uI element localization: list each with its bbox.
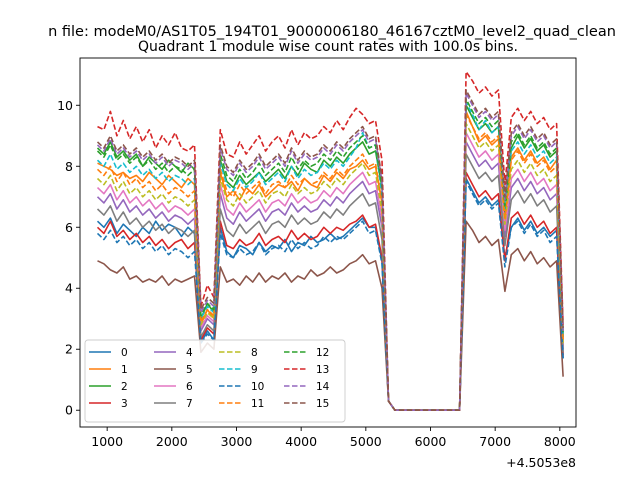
y-tick-label: 8 <box>65 159 73 174</box>
y-tick-label: 6 <box>65 220 73 235</box>
legend-label-2: 2 <box>121 381 128 393</box>
series-line-11 <box>96 113 564 412</box>
series-line-8 <box>96 122 564 412</box>
x-tick-label: 5000 <box>350 434 382 449</box>
legend-label-3: 3 <box>121 398 128 410</box>
x-tick-label: 2000 <box>156 434 188 449</box>
y-tick-label: 10 <box>57 98 73 113</box>
chart-title: Quadrant 1 module wise count rates with … <box>138 39 518 55</box>
legend-label-13: 13 <box>316 364 329 376</box>
series-line-6 <box>96 131 564 412</box>
legend-label-0: 0 <box>121 347 128 359</box>
legend-label-8: 8 <box>251 347 258 359</box>
legend-label-1: 1 <box>121 364 128 376</box>
x-tick-label: 1000 <box>91 434 123 449</box>
y-axis: 0 2 4 6 8 10 <box>57 98 80 418</box>
y-tick-label: 4 <box>65 281 73 296</box>
series-line-4 <box>96 141 564 412</box>
legend-label-10: 10 <box>251 381 264 393</box>
legend-label-12: 12 <box>316 347 329 359</box>
legend-label-11: 11 <box>251 398 264 410</box>
x-offset-label: +4.5053e8 <box>506 455 576 470</box>
series-line-15 <box>96 89 564 412</box>
x-tick-label: 8000 <box>544 434 576 449</box>
x-tick-label: 3000 <box>221 434 253 449</box>
series-line-5 <box>97 220 564 412</box>
legend-label-9: 9 <box>251 364 258 376</box>
legend-label-5: 5 <box>186 364 193 376</box>
axes-frame <box>79 57 577 428</box>
legend-label-7: 7 <box>186 398 193 410</box>
series-lines <box>96 70 564 412</box>
series-line-9 <box>96 101 564 412</box>
x-tick-label: 4000 <box>285 434 317 449</box>
series-line-13 <box>97 70 564 412</box>
series-line-3 <box>96 171 564 412</box>
x-tick-label: 7000 <box>479 434 511 449</box>
y-tick-label: 2 <box>65 342 73 357</box>
legend-label-4: 4 <box>186 347 193 359</box>
series-line-12 <box>96 98 564 412</box>
series-line-1 <box>97 110 564 412</box>
legend-label-14: 14 <box>316 381 330 393</box>
x-tick-label: 6000 <box>415 434 447 449</box>
series-line-7 <box>96 153 564 412</box>
y-tick-label: 0 <box>65 403 73 418</box>
series-line-10 <box>96 180 564 412</box>
series-line-14 <box>96 92 564 412</box>
x-axis: 1000 2000 3000 4000 5000 6000 7000 8000 <box>91 427 576 449</box>
legend-label-15: 15 <box>316 398 329 410</box>
figure-suptitle: n file: modeM0/AS1T05_194T01_9000006180_… <box>48 24 616 40</box>
legend-box <box>84 339 346 423</box>
legend-label-6: 6 <box>186 381 193 393</box>
